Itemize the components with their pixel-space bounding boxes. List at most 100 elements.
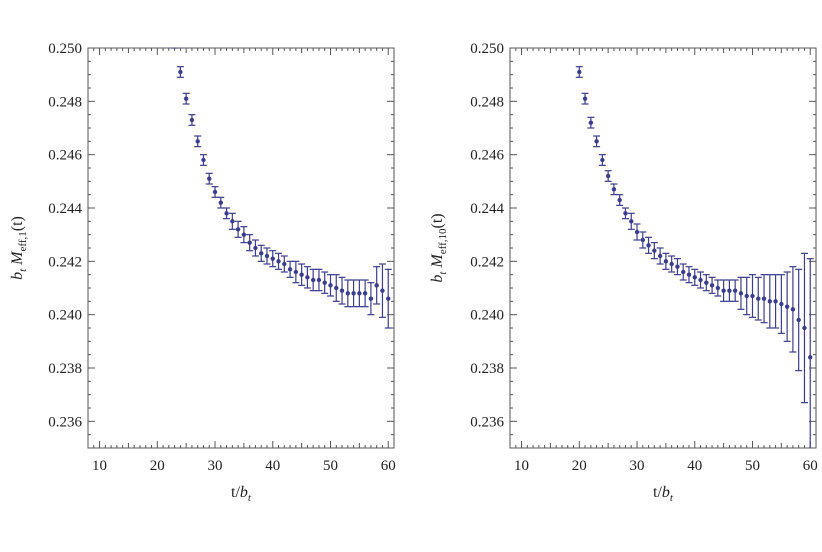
marker	[172, 40, 176, 44]
ticks-left	[87, 47, 395, 449]
marker	[617, 197, 622, 203]
marker	[339, 288, 345, 293]
data-point	[679, 263, 687, 281]
marker	[235, 227, 241, 232]
marker	[611, 187, 617, 192]
y-tick-label: 0.242	[48, 254, 82, 270]
data-point	[286, 260, 294, 278]
data-point	[598, 154, 606, 166]
data-point	[171, 40, 179, 49]
marker	[207, 176, 212, 181]
marker	[345, 291, 351, 296]
data-point	[772, 274, 780, 329]
marker	[756, 296, 761, 301]
marker	[212, 189, 218, 195]
data-point	[616, 194, 624, 206]
marker	[600, 157, 605, 163]
data-point	[361, 279, 369, 308]
marker	[669, 261, 674, 267]
data-point	[246, 234, 254, 252]
y-tick-label: 0.244	[470, 201, 504, 217]
data-point	[760, 274, 768, 324]
data-point	[702, 274, 710, 292]
marker	[264, 253, 270, 259]
data-point	[748, 274, 756, 318]
x-tick-label: 50	[745, 458, 760, 474]
data-point	[645, 236, 653, 254]
marker	[183, 96, 189, 101]
marker	[802, 325, 807, 331]
marker	[195, 139, 200, 144]
marker	[305, 275, 310, 280]
marker	[357, 291, 362, 296]
data-point	[633, 223, 641, 241]
data-point	[373, 266, 381, 305]
tick-labels-left: 10 20 30 40 50 60 0.236 0.238 0.240 0.242 0.244 0.2…	[48, 41, 395, 474]
marker	[808, 355, 813, 360]
marker	[767, 299, 773, 304]
y-tick-label: 0.238	[48, 361, 82, 377]
marker	[230, 219, 235, 224]
y-axis-label-right: bt Meff,10(t)	[429, 213, 449, 282]
marker	[287, 267, 293, 272]
marker	[721, 288, 726, 293]
marker	[577, 69, 582, 75]
data-point	[639, 231, 647, 249]
plot-frame-left	[87, 47, 395, 449]
y-axis-label-left: bt Meff,1(t)	[9, 216, 29, 280]
data-point	[263, 247, 271, 265]
data-point	[188, 114, 196, 126]
marker	[201, 157, 206, 163]
data-point	[789, 266, 797, 353]
y-tick-label: 0.246	[48, 148, 82, 164]
marker	[744, 293, 749, 299]
marker	[178, 69, 183, 75]
marker	[218, 200, 223, 205]
marker	[368, 296, 374, 301]
data-point	[800, 252, 808, 404]
data-point	[257, 244, 265, 262]
marker	[692, 275, 697, 280]
data-point	[766, 274, 774, 329]
data-point	[275, 252, 283, 270]
marker	[704, 280, 709, 285]
data-point	[731, 279, 739, 302]
marker	[790, 307, 796, 312]
marker	[784, 304, 790, 309]
data-point	[806, 258, 814, 448]
data-point	[280, 255, 288, 273]
y-tick-label: 0.240	[48, 308, 82, 324]
chart-left: 10 20 30 40 50 60 0.236 0.238 0.240 0.242 0.244 0.2…	[9, 40, 396, 504]
data-point	[251, 239, 259, 257]
marker	[657, 253, 663, 259]
marker	[727, 288, 732, 293]
data-point	[697, 271, 705, 289]
y-tick-label: 0.250	[470, 41, 504, 57]
data-point	[332, 274, 340, 302]
data-point	[673, 258, 681, 276]
y-tick-label: 0.248	[48, 94, 82, 110]
x-tick-label: 40	[687, 458, 702, 474]
data-point	[315, 268, 323, 292]
data-point	[384, 268, 392, 329]
series-left	[171, 40, 392, 329]
y-tick-label: 0.246	[470, 148, 504, 164]
marker	[316, 277, 322, 283]
data-point	[344, 279, 352, 308]
data-point	[338, 276, 346, 305]
data-point	[199, 154, 207, 166]
data-point	[581, 92, 589, 105]
marker	[779, 301, 784, 307]
data-point	[777, 274, 785, 334]
marker	[351, 291, 356, 296]
data-point	[269, 250, 277, 268]
marker	[732, 288, 738, 293]
marker	[640, 237, 645, 243]
data-point	[743, 276, 751, 316]
marker	[374, 283, 379, 288]
ticks-right	[509, 47, 817, 449]
marker	[761, 296, 767, 301]
marker	[282, 261, 287, 267]
data-point	[783, 271, 791, 342]
marker	[322, 280, 327, 285]
